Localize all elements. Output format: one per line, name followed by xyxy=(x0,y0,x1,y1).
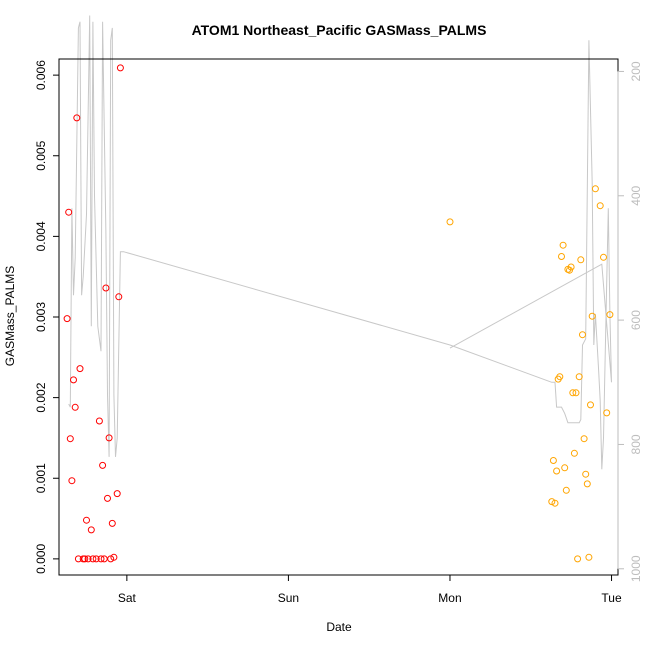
data-point xyxy=(549,457,557,464)
data-point xyxy=(95,417,103,425)
data-point xyxy=(116,64,124,72)
plot-frame xyxy=(58,58,619,576)
data-points-layer xyxy=(63,64,614,563)
chart-title: ATOM1 Northeast_Pacific GASMass_PALMS xyxy=(192,22,487,38)
x-axis: Sat Sun Mon Tue xyxy=(118,574,622,605)
data-point xyxy=(108,519,116,527)
data-point xyxy=(567,263,575,271)
y-tick-label: 0.000 xyxy=(34,544,48,574)
data-point xyxy=(66,435,74,443)
data-point xyxy=(92,555,100,563)
data-point xyxy=(97,555,105,563)
data-point xyxy=(570,449,578,457)
data-point xyxy=(558,253,565,260)
data-point xyxy=(68,477,76,485)
data-point xyxy=(561,464,569,472)
y-tick-label: 0.005 xyxy=(34,140,48,170)
data-point xyxy=(76,365,84,373)
data-point xyxy=(587,401,594,409)
data-point xyxy=(606,311,614,319)
data-point xyxy=(115,293,123,301)
data-point xyxy=(583,480,591,488)
data-point xyxy=(89,555,97,563)
y-tick-label: 0.002 xyxy=(34,382,48,412)
data-point xyxy=(113,490,121,498)
y-axis: 0.000 0.001 0.002 0.003 0.004 0.005 0.006 xyxy=(34,60,60,574)
data-point xyxy=(572,389,580,397)
data-point xyxy=(556,373,564,381)
pressure-line xyxy=(68,15,612,470)
right-tick-label: 200 xyxy=(629,61,643,81)
data-point xyxy=(70,376,77,384)
data-point xyxy=(580,435,588,443)
data-point xyxy=(591,185,599,193)
data-point xyxy=(81,555,89,563)
right-tick-label: 1000 xyxy=(629,555,643,582)
data-point xyxy=(577,256,585,264)
y-tick-label: 0.003 xyxy=(34,302,48,332)
y-tick-label: 0.004 xyxy=(34,221,48,251)
data-point xyxy=(588,312,596,320)
data-point xyxy=(585,553,593,561)
data-point xyxy=(87,526,95,534)
right-axis: 200 400 600 800 1000 xyxy=(617,61,643,582)
y-tick-label: 0.001 xyxy=(34,463,48,493)
data-point xyxy=(574,555,582,563)
data-point xyxy=(600,253,607,261)
right-tick-label: 400 xyxy=(629,185,643,205)
data-point xyxy=(84,555,92,563)
data-point xyxy=(104,494,111,502)
x-tick-label: Sat xyxy=(118,591,137,605)
x-tick-label: Sun xyxy=(278,591,299,605)
data-point xyxy=(105,434,113,442)
right-tick-label: 800 xyxy=(629,434,643,454)
data-point xyxy=(99,461,107,469)
x-tick-label: Tue xyxy=(601,591,622,605)
right-tick-label: 600 xyxy=(629,310,643,330)
data-point xyxy=(65,208,73,216)
y-tick-label: 0.006 xyxy=(34,60,48,90)
data-point xyxy=(63,315,71,323)
data-point xyxy=(446,218,454,226)
data-point xyxy=(575,373,583,381)
data-point xyxy=(579,331,586,339)
data-point xyxy=(559,241,567,249)
data-point xyxy=(569,389,577,397)
data-point xyxy=(551,499,559,507)
data-point xyxy=(83,516,90,524)
data-point xyxy=(110,553,118,561)
data-point xyxy=(71,403,79,411)
data-point xyxy=(73,114,81,122)
data-point xyxy=(102,284,110,292)
data-point xyxy=(582,470,590,478)
y-axis-title: GASMass_PALMS xyxy=(3,266,17,366)
x-tick-label: Mon xyxy=(438,591,461,605)
x-axis-title: Date xyxy=(326,620,352,634)
data-point xyxy=(596,202,604,210)
pressure-line-layer xyxy=(68,15,612,470)
data-point xyxy=(553,467,561,475)
data-point xyxy=(562,486,570,494)
data-point xyxy=(603,409,611,417)
